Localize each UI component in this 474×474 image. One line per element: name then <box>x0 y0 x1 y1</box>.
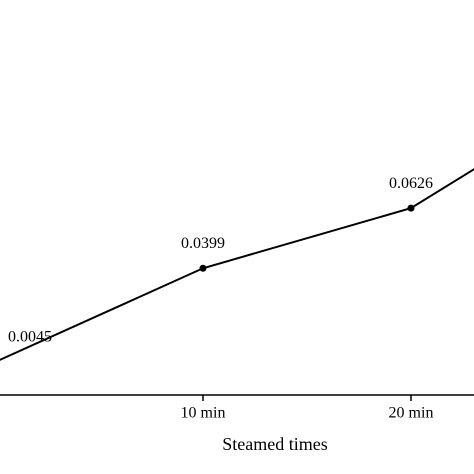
x-tick-label: 20 min <box>389 405 434 422</box>
data-label: 0.0626 <box>389 175 433 192</box>
x-axis-title: Steamed times <box>222 434 327 454</box>
data-label: 0.0045 <box>8 329 52 346</box>
point <box>199 264 207 272</box>
point <box>407 204 415 212</box>
x-tick-label: 10 min <box>181 405 226 422</box>
data-label: 0.0399 <box>181 235 225 252</box>
line <box>0 168 474 361</box>
